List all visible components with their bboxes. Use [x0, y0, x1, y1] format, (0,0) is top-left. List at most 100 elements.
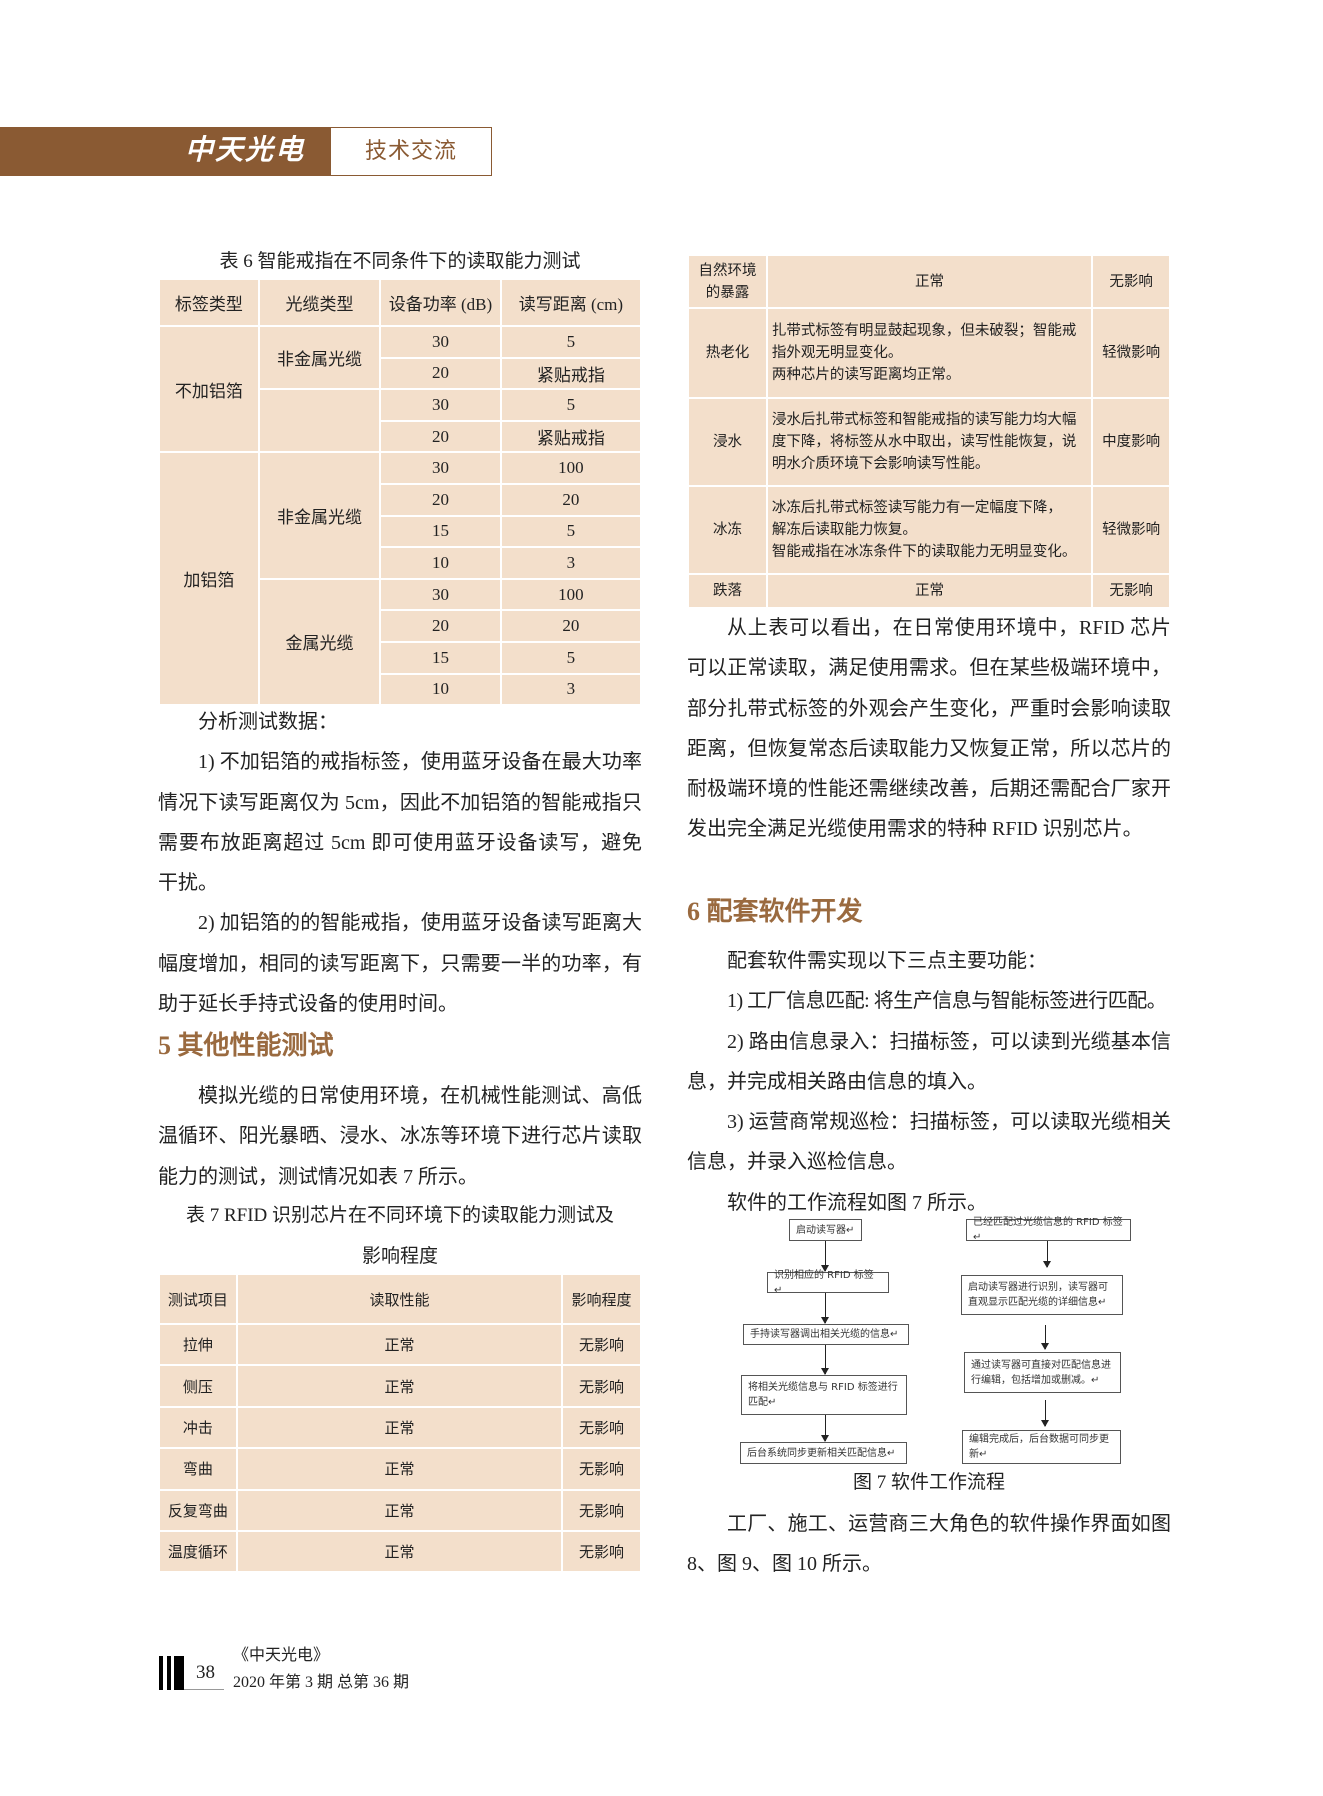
conclusion-paragraph: 从上表可以看出，在日常使用环境中，RFID 芯片可以正常读取，满足使用需求。但在… — [687, 617, 1171, 841]
power-cell: 20 — [379, 609, 502, 643]
performance-line: 正常 — [915, 583, 945, 599]
test-item-cell: 冲击 — [158, 1405, 238, 1450]
table-row: 弯曲 正常 无影响 — [158, 1447, 642, 1491]
performance-line: 解冻后读取能力恢复。 — [771, 522, 917, 538]
header-bar — [0, 127, 330, 176]
table-row: 20 20 — [159, 482, 643, 517]
column-header: 测试项目 — [158, 1273, 238, 1325]
section-6-text: 配套软件需实现以下三点主要功能： 1) 工厂信息匹配: 将生产信息与智能标签进行… — [687, 941, 1171, 1223]
performance-cell: 正常 — [235, 1405, 564, 1450]
table6-caption: 表 6 智能戒指在不同条件下的读取能力测试 — [219, 251, 581, 272]
table-row: 跌落 正常 无影响 — [687, 573, 1171, 609]
journal-logo: 中天光电 — [185, 135, 306, 166]
flow-right-step-3: 通过读写器可直接对匹配信息进行编辑，包括增加或删减。↵ — [964, 1352, 1121, 1393]
flow-left-step-2: 识别相应的 RFID 标签↵ — [767, 1270, 889, 1296]
performance-cell: 正常 — [765, 254, 1094, 309]
performance-line: 两种芯片的读写距离均正常。 — [771, 367, 961, 383]
table7: 测试项目 读取性能 影响程度 拉伸 正常 无影响 侧压 正常 无影响 冲击 正常 无影响 弯曲 正常 无影响… — [158, 1273, 642, 1574]
table-row: 自然环境的暴露 正常 无影响 — [687, 254, 1171, 309]
arrow-icon — [821, 1293, 829, 1324]
distance-cell: 5 — [499, 388, 643, 422]
section-6-heading: 6 配套软件开发 — [687, 897, 863, 926]
power-cell: 30 — [379, 451, 502, 485]
arrow-icon — [1043, 1241, 1051, 1268]
arrow-icon — [1041, 1325, 1049, 1350]
test-item-cell: 温度循环 — [158, 1529, 238, 1574]
table-row: 20 20 — [159, 609, 643, 643]
function-2: 2) 路由信息录入：扫描标签，可以读到光缆基本信息，并完成相关路由信息的填入。 — [687, 1030, 1171, 1093]
test-item-cell: 自然环境的暴露 — [687, 254, 768, 309]
table-row: 15 5 — [159, 514, 643, 549]
cable-type-cell: 非金属光缆 — [257, 324, 382, 391]
power-cell: 10 — [379, 672, 502, 707]
power-cell: 30 — [379, 325, 502, 359]
cable-type-cell: 金属光缆 — [257, 577, 382, 707]
column-header: 光缆类型 — [257, 278, 382, 327]
test-item-cell: 反复弯曲 — [158, 1488, 238, 1532]
test-item-cell: 弯曲 — [158, 1447, 238, 1491]
power-cell: 15 — [379, 640, 502, 675]
table-row: 反复弯曲 正常 无影响 — [158, 1488, 642, 1532]
analysis-text: 分析测试数据： 1) 不加铝箔的戒指标签，使用蓝牙设备在最大功率情况下读写距离仅… — [158, 702, 642, 1024]
column-header: 标签类型 — [158, 278, 260, 327]
table-row: 不加铝箔 非金属光缆 30 5 — [158, 324, 643, 454]
flow-left-step-4: 将相关光缆信息与 RFID 标签进行匹配↵ — [741, 1375, 907, 1415]
power-cell: 30 — [379, 388, 502, 422]
test-item-cell: 侧压 — [158, 1364, 238, 1408]
impact-cell: 无影响 — [561, 1488, 642, 1532]
footer-issue: 2020 年第 3 期 总第 36 期 — [233, 1674, 410, 1691]
footer-journal: 《中天光电》 — [233, 1647, 330, 1664]
table-row: 20 紧贴戒指 — [159, 356, 643, 391]
figure7-caption: 图 7 软件工作流程 — [852, 1472, 1005, 1493]
column-header: 设备功率 (dB) — [379, 278, 502, 327]
table-row: 10 3 — [159, 672, 643, 707]
footer-rule — [184, 1689, 224, 1690]
flow-intro: 软件的工作流程如图 7 所示。 — [727, 1191, 987, 1214]
distance-cell: 20 — [499, 482, 643, 517]
section-label: 技术交流 — [330, 127, 492, 176]
analysis-point-2: 2) 加铝箔的的智能戒指，使用蓝牙设备读写距离大幅度增加，相同的读写距离下，只需… — [158, 912, 642, 1016]
distance-cell: 20 — [499, 609, 643, 643]
test-item-cell: 冰冻 — [687, 485, 768, 575]
distance-cell: 3 — [499, 672, 643, 707]
cable-type-cell: 非金属光缆 — [257, 451, 382, 580]
power-cell: 20 — [379, 482, 502, 517]
test-item-cell: 跌落 — [687, 573, 768, 609]
arrow-icon — [821, 1415, 829, 1442]
distance-cell: 3 — [499, 546, 643, 580]
performance-cell: 正常 — [235, 1322, 564, 1367]
table-row: 20 紧贴戒指 — [159, 419, 643, 454]
final-paragraph: 工厂、施工、运营商三大角色的软件操作界面如图 8、图 9、图 10 所示。 — [687, 1513, 1171, 1576]
distance-cell: 紧贴戒指 — [499, 419, 643, 454]
section-5-paragraph: 模拟光缆的日常使用环境，在机械性能测试、高低温循环、阳光暴晒、浸水、冰冻等环境下… — [158, 1085, 642, 1188]
impact-cell: 无影响 — [561, 1364, 642, 1408]
flow-right-step-4: 编辑完成后，后台数据可同步更新↵ — [962, 1430, 1121, 1464]
table7-caption-line2: 影响程度 — [361, 1246, 438, 1267]
section-5-text: 模拟光缆的日常使用环境，在机械性能测试、高低温循环、阳光暴晒、浸水、冰冻等环境下… — [158, 1076, 642, 1197]
flow-left-step-1: 启动读写器↵ — [789, 1219, 862, 1241]
table-row: 拉伸 正常 无影响 — [158, 1322, 642, 1367]
conclusion-text: 从上表可以看出，在日常使用环境中，RFID 芯片可以正常读取，满足使用需求。但在… — [687, 608, 1171, 850]
distance-cell: 5 — [499, 640, 643, 675]
analysis-intro: 分析测试数据： — [198, 711, 338, 733]
power-cell: 20 — [379, 356, 502, 391]
tag-type-cell: 不加铝箔 — [158, 324, 260, 454]
performance-cell: 正常 — [235, 1364, 564, 1408]
function-1: 1) 工厂信息匹配: 将生产信息与智能标签进行匹配。 — [727, 990, 1167, 1013]
table-row: 30 5 — [159, 388, 643, 454]
flow-left-step-5: 后台系统同步更新相关匹配信息↵ — [740, 1442, 907, 1464]
test-item-cell: 浸水 — [687, 397, 768, 487]
test-item-cell: 热老化 — [687, 307, 768, 399]
table-row: 冲击 正常 无影响 — [158, 1405, 642, 1450]
impact-cell: 无影响 — [1091, 573, 1171, 609]
impact-cell: 轻微影响 — [1091, 307, 1171, 399]
section-6-intro: 配套软件需实现以下三点主要功能： — [727, 950, 1047, 972]
distance-cell: 5 — [499, 325, 643, 359]
section-5-heading: 5 其他性能测试 — [158, 1031, 334, 1060]
performance-cell: 正常 — [235, 1447, 564, 1491]
performance-cell: 正常 — [235, 1488, 564, 1532]
performance-line: 扎带式标签有明显鼓起现象，但未破裂；智能戒指外观无明显变化。 — [771, 323, 1077, 361]
table-header-row: 标签类型 光缆类型 设备功率 (dB) 读写距离 (cm) — [158, 278, 643, 327]
performance-cell: 正常 — [765, 573, 1094, 609]
table-header-row: 测试项目 读取性能 影响程度 — [158, 1273, 642, 1325]
